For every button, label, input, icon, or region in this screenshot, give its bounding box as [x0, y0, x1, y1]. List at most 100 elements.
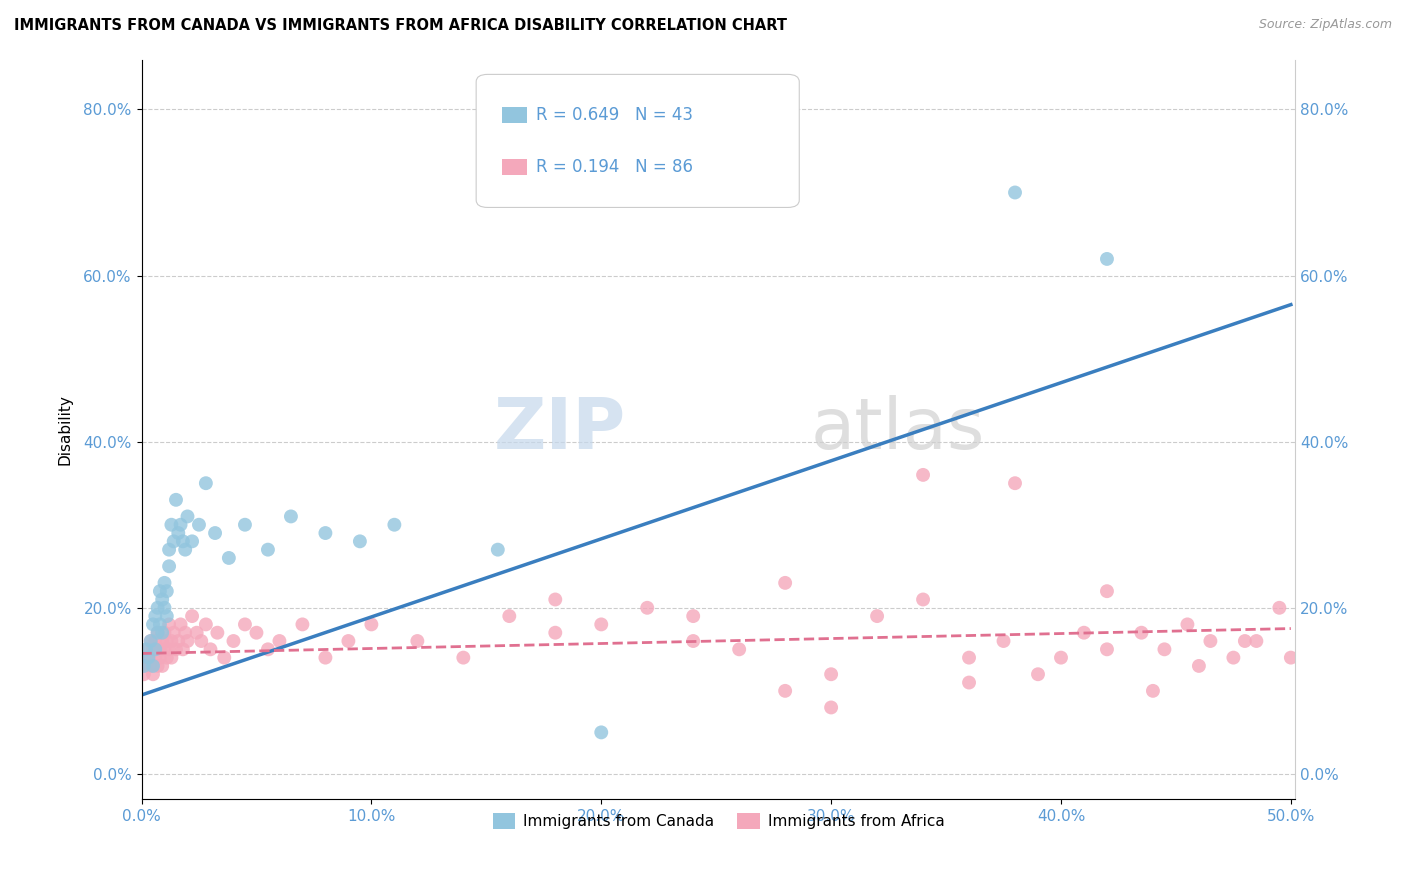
Point: [682, 634, 704, 648]
Point: [163, 625, 186, 640]
Point: [176, 509, 198, 524]
Point: [682, 609, 704, 624]
Point: [142, 659, 165, 673]
Point: [1246, 634, 1268, 648]
Point: [1095, 642, 1118, 657]
Point: [233, 617, 256, 632]
Point: [146, 625, 169, 640]
Point: [139, 659, 162, 673]
Point: [139, 634, 162, 648]
Point: [143, 609, 166, 624]
Point: [1279, 650, 1302, 665]
Point: [143, 650, 166, 665]
Point: [1188, 659, 1211, 673]
Point: [360, 617, 382, 632]
Point: [176, 634, 198, 648]
Text: atlas: atlas: [811, 395, 986, 464]
Point: [150, 592, 173, 607]
Text: ZIP: ZIP: [494, 395, 626, 464]
Point: [233, 517, 256, 532]
Point: [1004, 476, 1026, 491]
Point: [165, 492, 187, 507]
Point: [169, 517, 191, 532]
Point: [820, 667, 842, 681]
Point: [153, 600, 176, 615]
Point: [636, 600, 658, 615]
Point: [165, 642, 187, 657]
Point: [912, 592, 935, 607]
Point: [146, 659, 169, 673]
Point: [156, 634, 179, 648]
Point: [160, 650, 183, 665]
Point: [1073, 625, 1095, 640]
Point: [149, 617, 172, 632]
Point: [1268, 600, 1291, 615]
Point: [132, 659, 155, 673]
Point: [142, 667, 165, 681]
Point: [1177, 617, 1199, 632]
Point: [1026, 667, 1049, 681]
Point: [591, 617, 613, 632]
Point: [314, 526, 336, 541]
Point: [194, 617, 217, 632]
Point: [866, 609, 889, 624]
Point: [194, 476, 217, 491]
Point: [204, 526, 226, 541]
Point: [1233, 634, 1256, 648]
Y-axis label: Disability: Disability: [58, 393, 72, 465]
Point: [1004, 186, 1026, 200]
Point: [157, 559, 180, 574]
Point: [257, 542, 280, 557]
Point: [257, 642, 280, 657]
Point: [143, 642, 166, 657]
Point: [157, 617, 180, 632]
Point: [993, 634, 1015, 648]
Text: R = 0.649   N = 43: R = 0.649 N = 43: [536, 106, 693, 124]
Point: [139, 634, 162, 648]
Point: [1222, 650, 1244, 665]
Point: [156, 650, 179, 665]
Point: [957, 675, 980, 690]
Point: [169, 617, 191, 632]
Point: [498, 609, 520, 624]
Point: [167, 634, 190, 648]
Point: [957, 650, 980, 665]
Point: [157, 642, 180, 657]
Point: [153, 642, 176, 657]
Point: [486, 542, 509, 557]
Point: [337, 634, 360, 648]
Point: [382, 517, 405, 532]
Point: [544, 592, 567, 607]
Point: [349, 534, 371, 549]
Point: [207, 625, 229, 640]
Legend: Immigrants from Canada, Immigrants from Africa: Immigrants from Canada, Immigrants from …: [486, 807, 950, 836]
Point: [149, 650, 172, 665]
Point: [1199, 634, 1222, 648]
Point: [1130, 625, 1153, 640]
Point: [157, 542, 180, 557]
Point: [172, 642, 194, 657]
Point: [160, 517, 183, 532]
Point: [149, 642, 172, 657]
Point: [149, 584, 172, 599]
FancyBboxPatch shape: [502, 159, 527, 175]
Point: [135, 642, 157, 657]
Point: [186, 625, 208, 640]
Point: [222, 634, 245, 648]
Point: [143, 634, 166, 648]
Point: [214, 650, 236, 665]
Point: [181, 609, 204, 624]
Point: [912, 467, 935, 482]
Point: [181, 534, 204, 549]
Point: [156, 584, 179, 599]
Point: [773, 575, 796, 590]
Point: [153, 575, 176, 590]
Point: [142, 642, 165, 657]
Point: [1291, 617, 1313, 632]
Point: [132, 667, 155, 681]
Point: [218, 551, 240, 566]
Point: [146, 600, 169, 615]
Point: [773, 683, 796, 698]
Point: [820, 700, 842, 714]
Point: [544, 625, 567, 640]
